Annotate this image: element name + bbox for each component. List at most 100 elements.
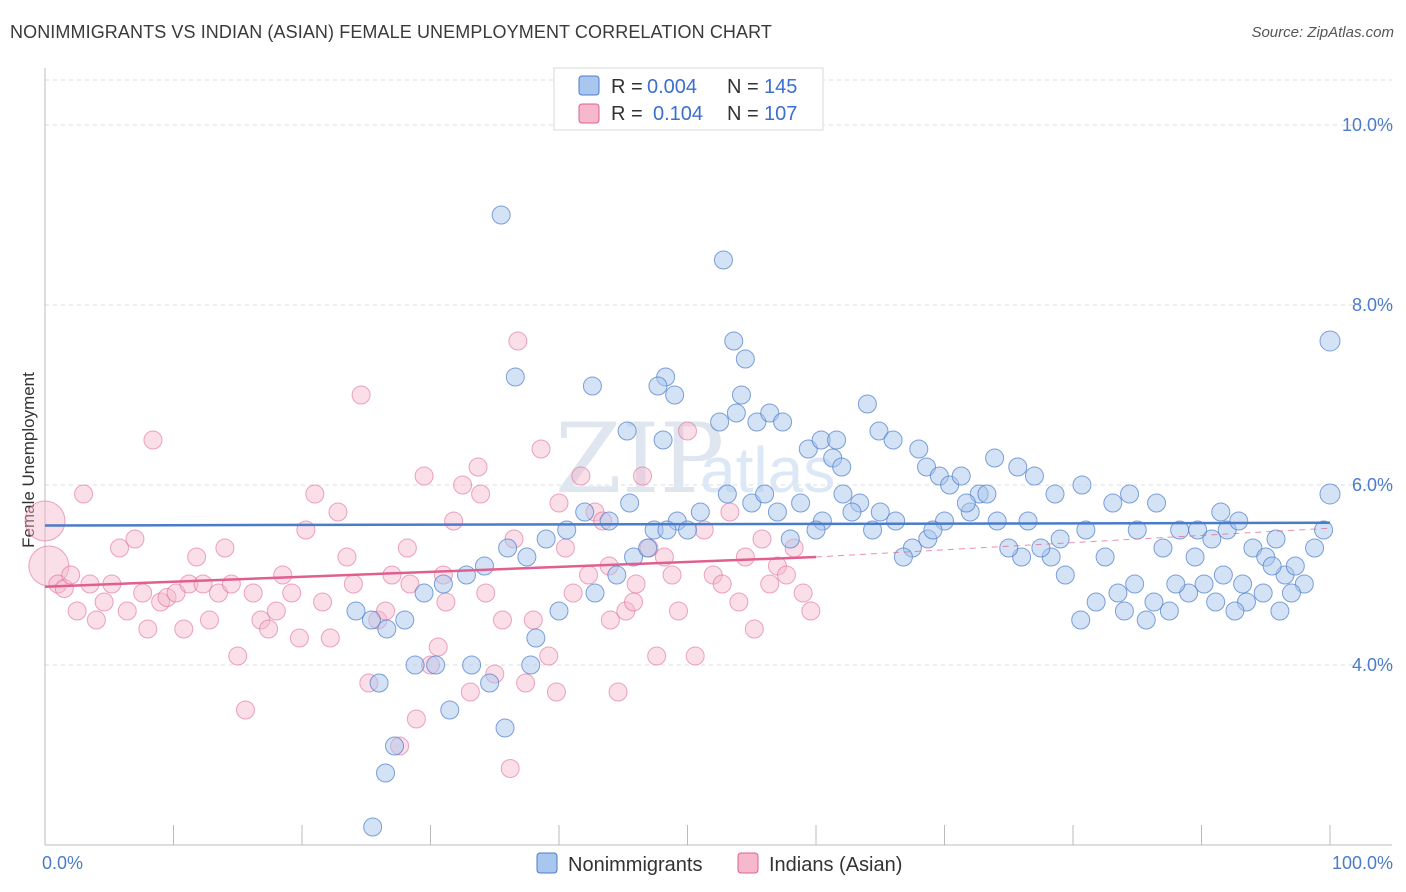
point-indians-108: [626, 574, 646, 594]
point-nonimmigrants-106: [377, 619, 397, 639]
point-nonimmigrants-55: [1262, 556, 1282, 576]
point-nonimmigrants-143: [1213, 565, 1233, 585]
y-tick-label-2: 8.0%: [1352, 295, 1393, 315]
point-nonimmigrants-4: [735, 349, 755, 369]
point-nonimmigrants-20: [827, 430, 847, 450]
axes: [44, 68, 1392, 846]
point-nonimmigrants-83: [870, 502, 890, 522]
point-nonimmigrants-115: [440, 700, 460, 720]
point-nonimmigrants-118: [495, 718, 515, 738]
point-nonimmigrants-60: [1194, 574, 1214, 594]
point-nonimmigrants-101: [474, 556, 494, 576]
point-indians-29: [235, 700, 255, 720]
point-nonimmigrants-144: [1233, 574, 1253, 594]
point-indians-82: [647, 646, 667, 666]
point-nonimmigrants-139: [1076, 520, 1096, 540]
point-indians-0: [24, 500, 66, 542]
point-nonimmigrants-64: [1144, 592, 1164, 612]
point-nonimmigrants-127: [678, 520, 697, 540]
point-indians-76: [600, 610, 620, 630]
point-nonimmigrants-109: [376, 763, 396, 783]
series-indians-asian: [24, 331, 821, 778]
watermark-zip: ZIP: [555, 403, 724, 515]
point-nonimmigrants-98: [536, 529, 556, 549]
point-nonimmigrants-23: [869, 421, 889, 441]
point-indians-64: [508, 331, 528, 351]
trend-indians: [44, 555, 817, 588]
point-nonimmigrants-90: [717, 484, 737, 504]
point-indians-73: [579, 565, 599, 585]
point-nonimmigrants-59: [1206, 592, 1226, 612]
point-nonimmigrants-131: [842, 502, 862, 522]
point-nonimmigrants-103: [433, 574, 453, 594]
point-indians-33: [266, 601, 286, 621]
point-nonimmigrants-63: [1159, 601, 1179, 621]
point-nonimmigrants-51: [1305, 538, 1325, 558]
point-nonimmigrants-36: [1103, 493, 1123, 513]
point-indians-92: [729, 592, 749, 612]
point-indians-34: [273, 565, 293, 585]
point-nonimmigrants-3: [724, 331, 744, 351]
point-nonimmigrants-135: [956, 493, 976, 513]
point-nonimmigrants-91: [690, 502, 710, 522]
point-nonimmigrants-25: [909, 439, 929, 459]
point-nonimmigrants-10: [653, 430, 673, 450]
point-indians-32: [259, 619, 279, 639]
point-indians-48: [382, 565, 402, 585]
point-indians-102: [400, 574, 420, 594]
point-nonimmigrants-123: [607, 565, 627, 585]
trend-nonimmigrants: [44, 521, 1331, 527]
point-nonimmigrants-119: [521, 655, 541, 675]
legend-r-value-1: 0.004: [647, 76, 697, 98]
legend-n-value-1: 145: [764, 76, 797, 98]
point-indians-68: [539, 646, 559, 666]
point-nonimmigrants-71: [1071, 610, 1091, 630]
point-nonimmigrants-82: [886, 511, 906, 531]
point-indians-18: [157, 588, 177, 607]
point-nonimmigrants-88: [767, 502, 787, 522]
legend-r-label-1: R =: [611, 76, 643, 98]
point-nonimmigrants-70: [1086, 592, 1106, 612]
point-nonimmigrants-65: [1136, 610, 1156, 630]
point-indians-36: [289, 628, 309, 648]
point-nonimmigrants-31: [985, 448, 1005, 468]
point-nonimmigrants-74: [1031, 538, 1051, 558]
point-indians-90: [712, 574, 732, 594]
point-indians-104: [471, 484, 491, 504]
point-indians-67: [531, 439, 551, 459]
point-nonimmigrants-24: [883, 430, 903, 450]
point-nonimmigrants-38: [1147, 493, 1167, 513]
point-nonimmigrants-9: [617, 421, 637, 441]
legend-r-value-2: 0.104: [653, 103, 703, 125]
point-nonimmigrants-40: [1188, 520, 1208, 540]
point-nonimmigrants-7: [648, 376, 668, 396]
point-indians-80: [633, 466, 653, 486]
point-nonimmigrants-138: [1050, 529, 1070, 549]
point-nonimmigrants-129: [780, 529, 800, 549]
point-indians-87: [685, 646, 705, 666]
point-nonimmigrants-47: [1266, 529, 1286, 549]
point-indians-72: [571, 466, 591, 486]
point-indians-79: [624, 592, 644, 612]
point-indians-15: [138, 619, 158, 639]
point-nonimmigrants-34: [1045, 484, 1065, 504]
point-indians-30: [243, 583, 263, 603]
legend-top: R = 0.004 N = 145 R = 0.104 N = 107: [553, 67, 824, 131]
legend-bottom: Nonimmigrants Indians (Asian): [536, 852, 902, 876]
point-indians-11: [110, 538, 130, 558]
legend-bottom-swatch-blue: [536, 852, 558, 874]
legend-swatch-pink: [578, 103, 600, 124]
point-indians-22: [187, 547, 207, 567]
point-indians-98: [776, 565, 796, 585]
point-nonimmigrants-95: [599, 511, 619, 531]
point-nonimmigrants-146: [1281, 583, 1301, 603]
point-indians-6: [74, 484, 94, 504]
point-indians-54: [428, 637, 448, 657]
point-indians-20: [174, 619, 194, 639]
point-indians-43: [343, 574, 363, 594]
point-nonimmigrants-62: [1166, 574, 1186, 594]
y-axis-label: Female Unemployment: [19, 372, 38, 548]
point-nonimmigrants-13: [726, 403, 746, 423]
legend-r-label-2: R =: [611, 103, 643, 125]
